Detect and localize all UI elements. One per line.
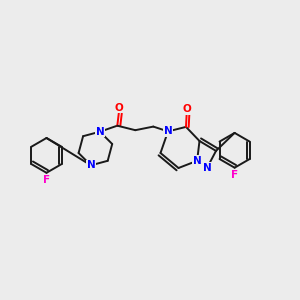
Text: N: N [95,127,104,137]
Text: O: O [114,103,123,113]
Text: F: F [231,170,238,180]
Text: N: N [164,126,172,136]
Text: F: F [43,175,50,185]
Text: N: N [86,160,95,170]
Text: N: N [202,163,211,173]
Text: O: O [182,104,191,115]
Text: N: N [193,156,202,166]
